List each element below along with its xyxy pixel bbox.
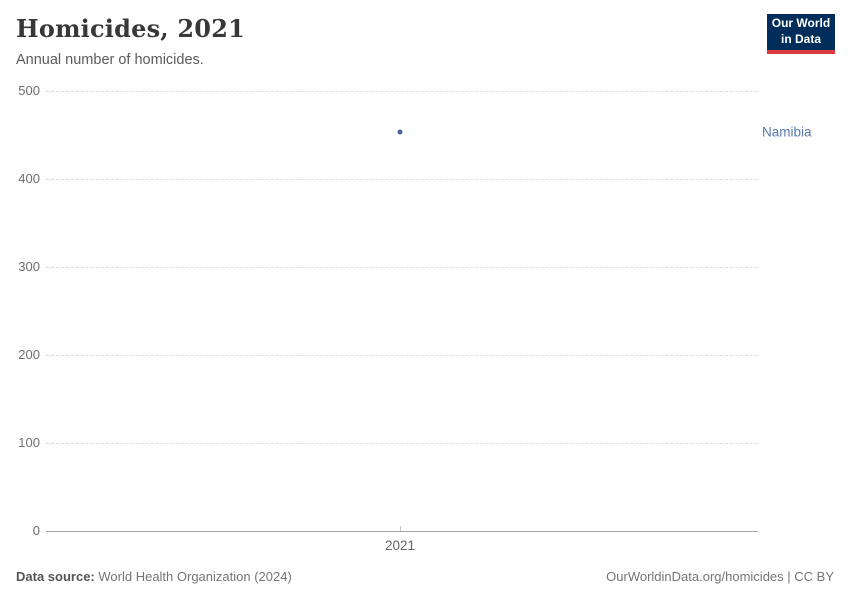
gridline xyxy=(46,267,758,268)
y-axis-tick-label: 0 xyxy=(32,523,40,538)
data-source-value: World Health Organization (2024) xyxy=(98,569,292,584)
chart-subtitle: Annual number of homicides. xyxy=(16,52,204,68)
gridline xyxy=(46,443,758,444)
data-source-note: Data source: World Health Organization (… xyxy=(16,569,292,584)
x-axis-tick-label: 2021 xyxy=(384,538,416,553)
y-axis-tick-label: 300 xyxy=(18,259,40,274)
y-axis-tick-label: 400 xyxy=(18,171,40,186)
gridline xyxy=(46,91,758,92)
owid-logo-line1: Our World xyxy=(771,16,831,31)
y-axis-tick-label: 200 xyxy=(18,347,40,362)
y-axis-tick-label: 100 xyxy=(18,435,40,450)
owid-logo-line2: in Data xyxy=(780,32,821,46)
x-axis-line xyxy=(46,531,758,532)
x-axis-tick-mark xyxy=(400,526,401,531)
series-label[interactable]: Namibia xyxy=(762,124,812,140)
data-point[interactable] xyxy=(397,129,403,135)
credit-link[interactable]: OurWorldinData.org/homicides | CC BY xyxy=(606,569,834,584)
y-axis-tick-label: 500 xyxy=(18,83,40,98)
gridline xyxy=(46,179,758,180)
data-source-label: Data source: xyxy=(16,569,95,584)
owid-logo[interactable]: Our World in Data xyxy=(767,14,835,54)
gridline xyxy=(46,355,758,356)
chart-title: Homicides, 2021 xyxy=(16,14,245,43)
